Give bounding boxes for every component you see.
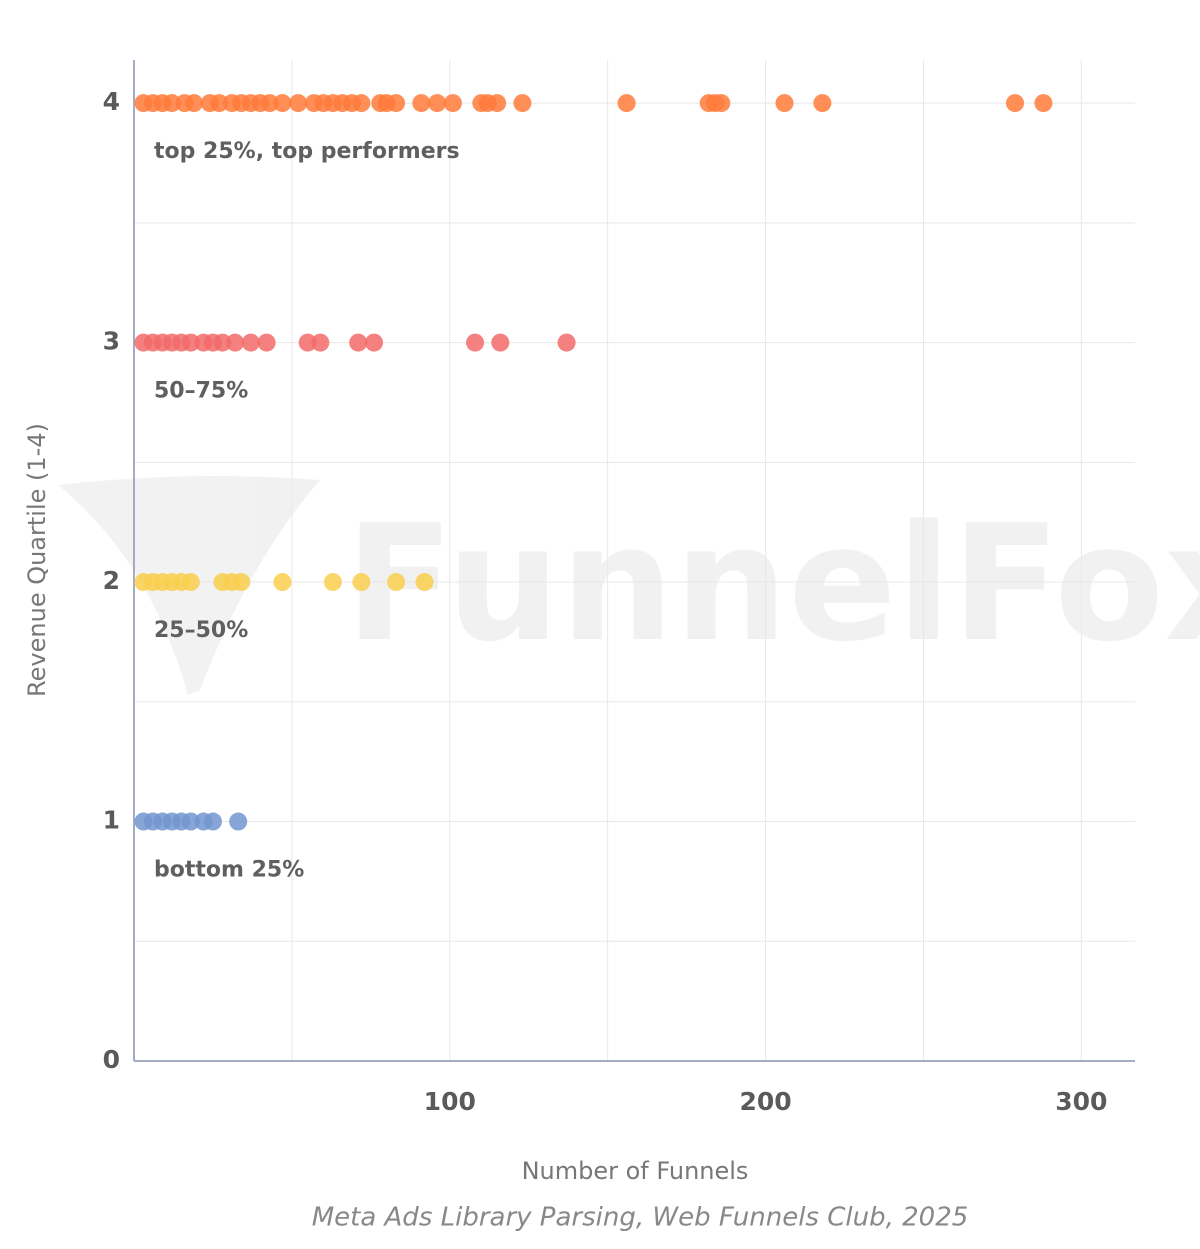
dot [162,94,181,113]
dot [488,94,507,113]
dot [298,333,317,352]
dot [311,333,330,352]
watermark-text: FunnelFox [345,490,1200,677]
source: Meta Ads Library Parsing, Web Funnels Cl… [312,1203,969,1233]
dot [213,333,232,352]
y-axis-label: Revenue Quartile (1-4) [23,423,51,697]
dot [428,94,447,113]
dot [273,94,292,113]
dot [181,333,200,352]
dot [513,94,532,113]
y-tick-label: 4 [103,87,120,116]
y-tick-label: 3 [103,327,120,356]
dot [232,573,251,592]
y-tick-label: 2 [103,566,120,595]
dot [226,333,245,352]
dot [352,573,371,592]
dot [349,333,368,352]
annotation: 25–50% [154,618,248,643]
dot [364,333,383,352]
x-tick-label: 100 [424,1087,476,1116]
x-tick-label: 300 [1055,1087,1107,1116]
dot [181,812,200,831]
dot [229,812,248,831]
watermark: FunnelFox [58,476,1200,695]
annotation: top 25%, top performers [154,139,460,164]
dot [387,573,406,592]
dot [257,333,276,352]
dot [241,333,260,352]
dot [775,94,794,113]
dot [1034,94,1053,113]
x-tick-label: 200 [739,1087,791,1116]
y-tick-label: 1 [103,806,120,835]
x-axis-label: Number of Funnels [522,1157,749,1185]
dot [210,94,229,113]
dot [323,573,342,592]
annotation: 50–75% [154,379,248,404]
dot [412,94,431,113]
dot [466,333,485,352]
dot [415,573,434,592]
dot [617,94,636,113]
y-tick-label: 0 [103,1045,120,1074]
dot [443,94,462,113]
dot [184,94,203,113]
dot [712,94,731,113]
dot [1006,94,1025,113]
dot [491,333,510,352]
dot [203,812,222,831]
annotation: bottom 25% [154,858,304,883]
dot [181,573,200,592]
dot [352,94,371,113]
dot [289,94,308,113]
dot [557,333,576,352]
dot [387,94,406,113]
dot [273,573,292,592]
dot [260,94,279,113]
dot [813,94,832,113]
